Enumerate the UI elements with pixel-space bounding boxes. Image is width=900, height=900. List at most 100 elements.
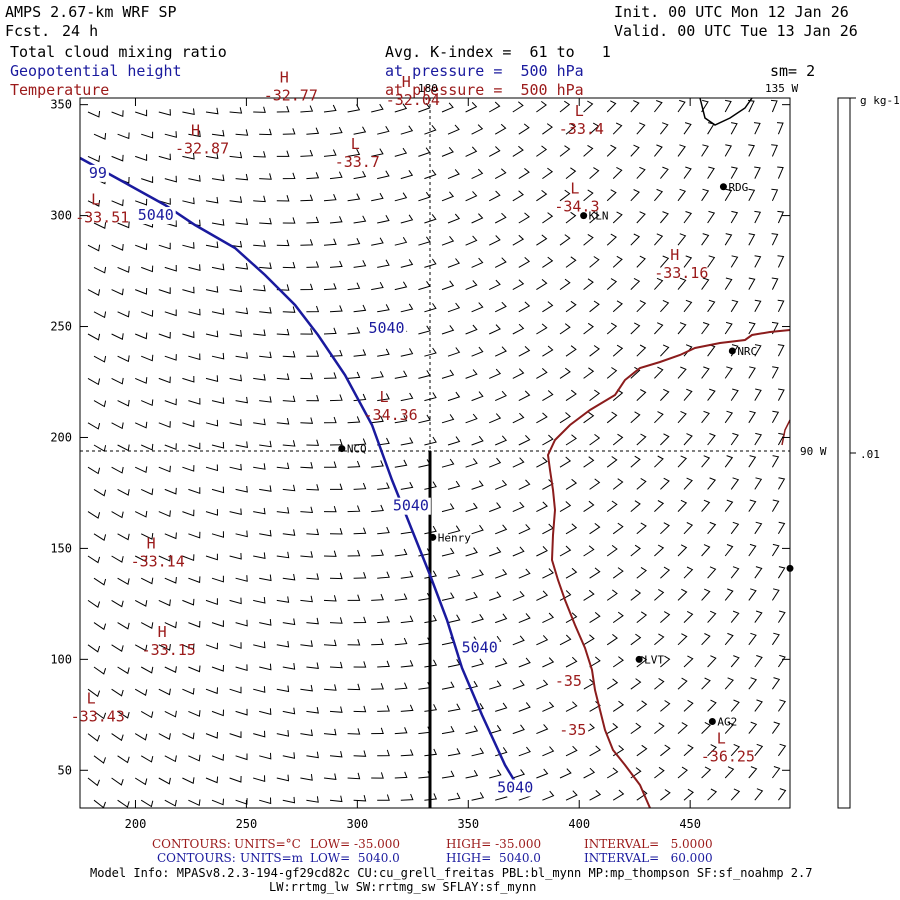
height-contour-high: HIGH= 5040.0 (446, 851, 541, 865)
y-tick-label: 350 (50, 98, 72, 112)
colorbar (837, 97, 851, 809)
contour-label-bg (495, 779, 536, 797)
y-axis: 350 300 250 200 150 100 50 (50, 98, 790, 777)
field-geopotential: Geopotential height (10, 62, 182, 80)
temp-contour-interval: INTERVAL= 5.0000 (584, 837, 713, 851)
smoothing-value: sm= 2 (770, 62, 816, 80)
extremum-value-label: -33.4 (559, 120, 604, 138)
contour-label-bg (459, 639, 500, 657)
model-title: AMPS 2.67-km WRF SP (5, 3, 177, 21)
extremum-type-label: L (87, 690, 96, 708)
contour-label: 5040 (393, 497, 429, 515)
station-label: LVT (644, 653, 664, 666)
station-marker (580, 212, 588, 220)
contour-label: 5040 (497, 778, 533, 796)
extremum-value-label: -33.43 (71, 708, 125, 726)
field-cloud-mixing: Total cloud mixing ratio (10, 43, 227, 61)
contour-label: 99 (89, 164, 107, 182)
station-marker (708, 717, 716, 725)
height-contour-interval: INTERVAL= 60.000 (584, 851, 713, 865)
field-temperature: Temperature (10, 81, 110, 99)
coastline (699, 97, 753, 126)
lon-180-label: 180 (418, 82, 438, 95)
height-contour-label: CONTOURS: (157, 851, 236, 865)
extremum-value-label: -33.7 (335, 153, 380, 171)
extremum-value-label: -34.36 (364, 406, 418, 424)
pressure-level-temp: at pressure = 500 hPa (385, 81, 584, 99)
station-marker (429, 533, 437, 541)
temp-contour-minus35 (546, 329, 791, 809)
temp-contour-high: HIGH= -35.000 (446, 837, 542, 851)
station-marker (728, 347, 736, 355)
extremum-value-label: -36.25 (701, 748, 755, 766)
extremum-value-label: -33.15 (142, 641, 196, 659)
extremum-type-label: L (91, 191, 100, 209)
forecast-label: Fcst. (5, 22, 51, 40)
extremum-value-label: -32.77 (264, 86, 318, 104)
contour-label: -35 (559, 721, 586, 739)
station-label: RDG (728, 181, 748, 194)
plot-frame (79, 97, 791, 809)
contour-label: 5040 (138, 206, 174, 224)
station-label: AG2 (717, 715, 737, 728)
contour-label-bg (86, 164, 109, 182)
x-tick-label: 450 (679, 817, 701, 831)
station-marker (719, 183, 727, 191)
forecast-value: 24 h (62, 22, 99, 40)
extremum-value-label: -34.3 (554, 197, 599, 215)
extremum-value-label: -33.51 (75, 209, 129, 227)
y-tick-label: 300 (50, 209, 72, 223)
valid-time: Valid. 00 UTC Tue 13 Jan 26 (614, 22, 858, 40)
wind-barbs (87, 99, 787, 809)
extremum-value-label: -32.87 (175, 140, 229, 158)
wind-barb-field (87, 99, 787, 809)
x-tick-label: 400 (568, 817, 590, 831)
y-tick-label: 150 (50, 541, 72, 555)
station-label: NCQ (347, 443, 367, 456)
station-label: NRC (737, 345, 757, 358)
contour-label: 5040 (368, 319, 404, 337)
contour-label-bg (390, 497, 431, 515)
lon-135w-label: 135 W (765, 82, 798, 95)
station-marker (338, 445, 346, 453)
extremum-type-label: L (380, 388, 389, 406)
station-marker (635, 655, 643, 663)
model-info-line1: Model Info: MPASv8.2.3-194-gf29cd82c CU:… (90, 866, 813, 880)
extremum-type-label: H (670, 246, 679, 264)
contour-label-bg (552, 672, 584, 690)
extremum-value-label: -33.14 (131, 552, 185, 570)
contour-label-bg (366, 320, 407, 338)
extremum-type-label: H (402, 73, 411, 91)
extremum-type-label: H (191, 122, 200, 140)
height-contour-low: LOW= 5040.0 (310, 851, 400, 865)
y-tick-label: 250 (50, 320, 72, 334)
temp-contour-low: LOW= -35.000 (310, 837, 401, 851)
model-info-line2: LW:rrtmg_lw SW:rrtmg_sw SFLAY:sf_mynn (269, 880, 537, 894)
extremum-type-label: H (158, 623, 167, 641)
contour-label: -35 (555, 672, 582, 690)
x-axis: 200 250 300 350 400 450 (125, 98, 701, 831)
temp-contour-units: UNITS=°C (234, 837, 301, 851)
extremum-type-label: H (280, 68, 289, 86)
x-tick-label: 350 (457, 817, 479, 831)
x-tick-label: 200 (125, 817, 147, 831)
highs-lows-layer: H-32.77H-32.04L-33.4H-32.87 L-33.7L-34.3L… (71, 68, 755, 765)
lon-90w-label: 90 W (800, 445, 827, 458)
y-tick-label: 100 (50, 652, 72, 666)
contour-label-bg (557, 721, 589, 739)
station-marker (786, 564, 794, 572)
height-contour-5040 (79, 156, 522, 791)
colorbar-unit: g kg-1 (860, 94, 900, 107)
contour-label-bg (135, 207, 176, 225)
extremum-type-label: H (147, 534, 156, 552)
k-index-range: Avg. K-index = 61 to 1 (385, 43, 611, 61)
extremum-value-label: -33.16 (654, 264, 708, 282)
stations-layer: LVT RDG KLN NRC NCQ Henry AG2 (338, 181, 794, 728)
colorbar-value: .01 (860, 448, 880, 461)
extremum-type-label: L (570, 179, 579, 197)
contour-label: 5040 (462, 639, 498, 657)
temp-contour-label: CONTOURS: (152, 837, 231, 851)
y-tick-label: 50 (58, 763, 72, 777)
x-tick-label: 250 (236, 817, 258, 831)
